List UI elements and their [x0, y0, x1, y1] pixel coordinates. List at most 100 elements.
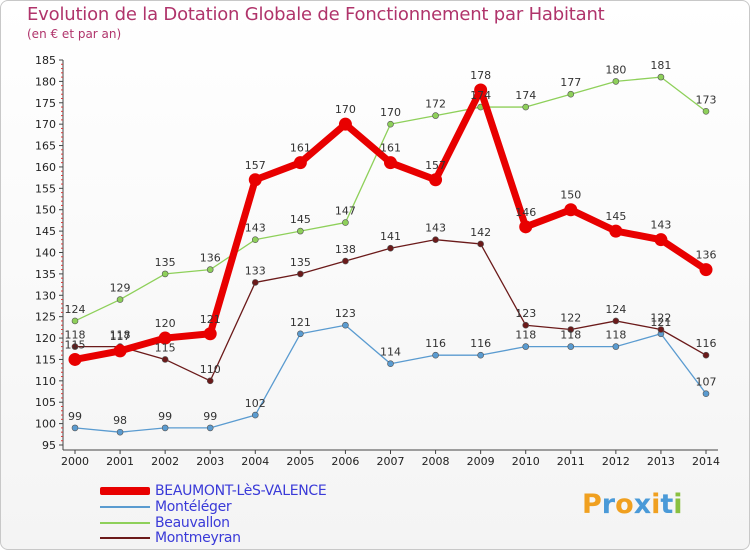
data-label-beaumont-les-valence: 145	[605, 210, 626, 223]
data-point-beauvallon	[567, 90, 575, 98]
data-point-beauvallon	[657, 73, 665, 81]
data-label-monteleger: 121	[290, 316, 311, 329]
data-label-monteleger: 118	[515, 329, 536, 342]
x-tick-label: 2010	[512, 455, 540, 468]
data-point-monteleger	[567, 343, 575, 350]
data-label-beaumont-les-valence: 157	[425, 159, 446, 172]
data-label-beauvallon: 174	[515, 89, 536, 102]
data-label-beauvallon: 135	[155, 256, 176, 269]
data-point-monteleger	[342, 321, 349, 329]
data-point-montmeyran	[612, 317, 620, 325]
logo-letter: i	[673, 489, 683, 520]
x-tick-label: 2013	[647, 455, 675, 468]
data-label-beauvallon: 181	[650, 59, 671, 72]
data-label-montmeyran: 110	[200, 363, 221, 376]
data-point-montmeyran	[522, 321, 530, 329]
data-label-beaumont-les-valence: 136	[696, 249, 717, 262]
data-point-montmeyran	[161, 356, 169, 363]
data-label-montmeyran: 118	[110, 329, 131, 342]
data-point-montmeyran	[297, 270, 304, 278]
data-point-beauvallon	[522, 103, 530, 111]
y-tick-label: 100	[35, 418, 56, 431]
data-label-montmeyran: 141	[380, 230, 401, 243]
data-point-beaumont-les-valence	[203, 327, 217, 341]
logo-letter: P	[582, 489, 602, 520]
y-tick-label: 175	[35, 97, 56, 110]
data-point-beauvallon	[612, 78, 620, 85]
data-point-montmeyran	[387, 244, 394, 252]
data-point-beaumont-les-valence	[248, 173, 262, 187]
data-label-montmeyran: 138	[335, 243, 356, 256]
y-tick-label: 140	[35, 247, 56, 260]
data-point-monteleger	[161, 424, 169, 432]
data-point-beaumont-les-valence	[113, 344, 127, 358]
data-label-montmeyran: 143	[425, 222, 446, 235]
data-label-beaumont-les-valence: 157	[245, 159, 266, 172]
x-tick-label: 2011	[557, 455, 585, 468]
data-point-beauvallon	[702, 108, 710, 115]
data-point-beaumont-les-valence	[519, 220, 533, 234]
data-point-beaumont-les-valence	[474, 83, 488, 97]
data-point-monteleger	[387, 360, 394, 368]
data-point-beaumont-les-valence	[609, 224, 623, 238]
data-point-monteleger	[612, 343, 620, 350]
data-point-beauvallon	[71, 317, 79, 325]
data-label-beaumont-les-valence: 143	[650, 219, 671, 232]
data-point-montmeyran	[702, 351, 710, 359]
data-point-beauvallon	[432, 112, 439, 119]
data-point-beauvallon	[161, 270, 169, 278]
x-tick-label: 2003	[196, 455, 224, 468]
legend-swatch-monteleger	[100, 506, 150, 508]
data-label-beauvallon: 180	[605, 63, 626, 76]
x-tick-label: 2000	[61, 455, 89, 468]
legend-label-beaumont: BEAUMONT-LèS-VALENCE	[155, 483, 327, 499]
data-label-beaumont-les-valence: 178	[470, 69, 491, 82]
data-label-montmeyran: 123	[515, 307, 536, 320]
data-point-monteleger	[522, 343, 530, 350]
data-label-montmeyran: 118	[65, 329, 86, 342]
data-label-monteleger: 98	[113, 414, 127, 427]
data-label-montmeyran: 135	[290, 256, 311, 269]
legend-swatch-beaumont	[100, 487, 150, 495]
y-tick-label: 95	[42, 439, 56, 452]
legend-label-monteleger: Montéléger	[155, 499, 232, 515]
x-tick-label: 2005	[286, 455, 314, 468]
x-tick-label: 2006	[331, 455, 359, 468]
data-label-monteleger: 116	[470, 337, 491, 350]
data-point-montmeyran	[432, 236, 439, 243]
legend-label-montmeyran: Montmeyran	[155, 530, 241, 546]
x-tick-label: 2002	[151, 455, 179, 468]
data-label-monteleger: 123	[335, 307, 356, 320]
data-label-monteleger: 116	[425, 337, 446, 350]
data-point-beauvallon	[387, 120, 394, 128]
data-point-montmeyran	[657, 326, 665, 333]
data-label-beauvallon: 145	[290, 213, 311, 226]
proxiti-logo: Proxiti	[582, 489, 683, 520]
data-label-montmeyran: 116	[696, 337, 717, 350]
data-label-beauvallon: 136	[200, 252, 221, 265]
logo-letter: r	[601, 489, 616, 520]
data-point-montmeyran	[206, 377, 214, 385]
data-label-beaumont-les-valence: 150	[560, 189, 581, 202]
data-point-beauvallon	[297, 227, 304, 235]
data-point-monteleger	[206, 424, 214, 432]
y-tick-label: 110	[35, 375, 56, 388]
data-label-monteleger: 99	[203, 410, 217, 423]
data-label-monteleger: 114	[380, 346, 401, 359]
data-label-beaumont-les-valence: 170	[335, 103, 356, 116]
x-tick-label: 2008	[422, 455, 450, 468]
data-point-monteleger	[432, 351, 439, 359]
data-label-beaumont-les-valence: 121	[200, 313, 221, 326]
x-tick-label: 2007	[377, 455, 405, 468]
data-label-montmeyran: 122	[650, 312, 671, 325]
x-tick-label: 2004	[241, 455, 269, 468]
y-tick-label: 160	[35, 161, 56, 174]
data-point-montmeyran	[71, 343, 79, 350]
y-tick-label: 180	[35, 75, 56, 88]
data-label-beaumont-les-valence: 161	[380, 142, 401, 155]
y-tick-label: 135	[35, 268, 56, 281]
data-label-montmeyran: 115	[155, 341, 176, 354]
data-point-monteleger	[477, 351, 484, 359]
legend-swatch-montmeyran	[100, 537, 150, 539]
data-label-montmeyran: 124	[605, 303, 626, 316]
